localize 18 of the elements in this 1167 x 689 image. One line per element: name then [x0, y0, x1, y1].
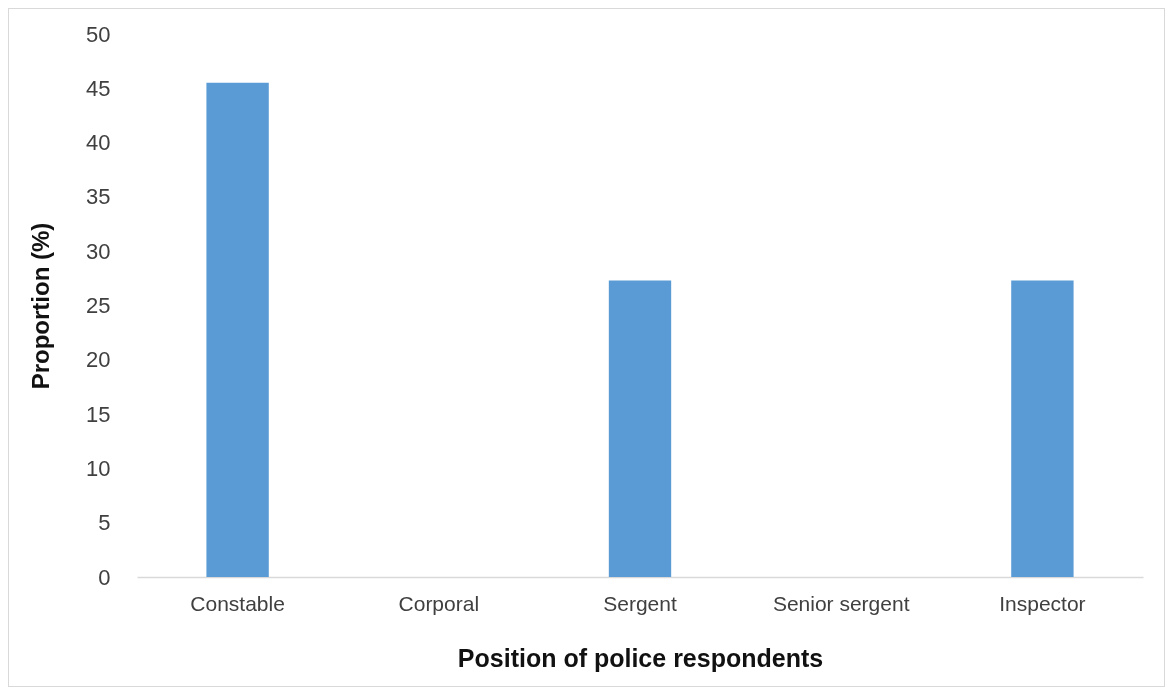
y-tick-label: 15: [86, 401, 111, 427]
x-tick-label: Constable: [190, 591, 285, 615]
y-tick-label: 40: [86, 130, 111, 156]
x-tick-label: Sergent: [603, 591, 677, 615]
y-tick-label: 5: [98, 510, 111, 536]
x-tick-label: Senior sergent: [772, 591, 910, 615]
y-tick-label: 0: [98, 564, 111, 590]
y-axis-title: Proportion (%): [27, 222, 55, 390]
y-tick-label: 45: [86, 75, 111, 101]
y-tick-label: 25: [86, 293, 111, 318]
x-axis-title: Position of police respondents: [457, 643, 824, 672]
x-tick-label: Inspector: [999, 591, 1086, 615]
y-tick-label: 30: [86, 238, 111, 264]
x-tick-label: Corporal: [398, 591, 480, 615]
y-tick-label: 35: [86, 184, 111, 210]
y-tick-label: 10: [86, 455, 111, 481]
y-tick-label: 50: [86, 21, 111, 47]
y-tick-label: 20: [86, 347, 111, 373]
